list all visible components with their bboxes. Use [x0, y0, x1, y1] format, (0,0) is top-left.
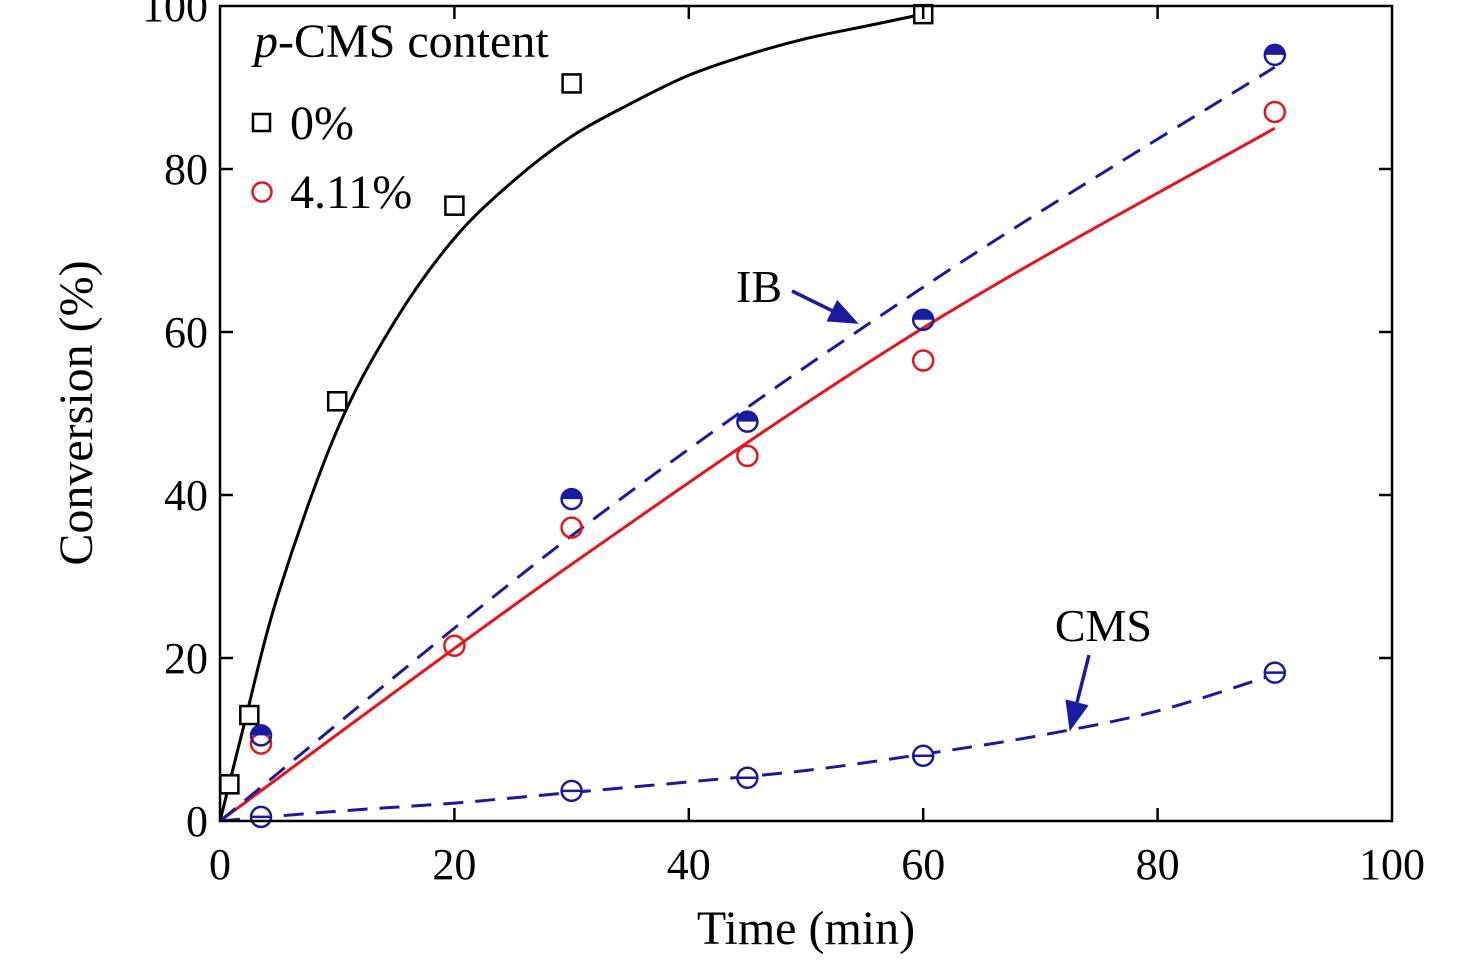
data-point-crossed-circle	[1263, 661, 1287, 684]
data-point-half-filled-circle	[911, 308, 935, 332]
x-tick-label: 40	[667, 840, 711, 889]
marker-outline	[560, 487, 583, 511]
x-tick-label: 0	[209, 840, 231, 889]
data-point-square	[219, 774, 240, 795]
y-tick-label: 0	[186, 797, 208, 846]
data-point-square	[444, 195, 465, 216]
annotation-arrow-shaft	[791, 289, 833, 313]
annotation-ib: IB	[736, 261, 782, 312]
y-tick-label: 100	[142, 0, 208, 31]
y-tick-label: 40	[164, 471, 208, 520]
data-point-circle	[1263, 100, 1287, 124]
annotation-cms: CMS	[1055, 600, 1152, 651]
annotation-arrow-head	[1065, 699, 1089, 732]
data-point-square	[561, 73, 582, 94]
x-tick-label: 20	[432, 840, 476, 889]
data-point-crossed-circle	[560, 779, 583, 803]
legend: p-CMS content 0% 4.11%	[251, 15, 549, 219]
data-point-circle	[911, 349, 935, 372]
data-point-square	[326, 391, 348, 412]
y-tick-label: 80	[164, 145, 208, 194]
legend-entry-0: 0%	[290, 97, 354, 150]
marker-outline	[736, 410, 759, 433]
marker-outline	[911, 308, 935, 332]
data-point-crossed-circle	[911, 744, 935, 768]
legend-title-italic: p	[251, 15, 278, 68]
data-point-half-filled-circle	[736, 410, 759, 433]
y-tick-label: 20	[164, 634, 208, 683]
data-point-circle	[443, 634, 466, 658]
data-point-half-filled-circle	[560, 487, 583, 511]
marker-outline	[1263, 43, 1287, 67]
marker-outline	[249, 724, 273, 747]
fit-curve-4-11-	[220, 126, 1276, 821]
legend-title: p-CMS content	[251, 15, 549, 68]
annotation-arrow-head	[826, 299, 859, 324]
fit-curve-cms	[220, 672, 1276, 821]
data-point-circle	[560, 516, 583, 539]
x-tick-label: 100	[1359, 840, 1425, 889]
axis-ticks: 0 20 40 60 80 100 0 20 40 60 80 100	[142, 0, 1425, 889]
legend-square-marker	[251, 112, 272, 133]
y-tick-label: 60	[164, 308, 208, 357]
fit-curve-0-	[220, 12, 924, 821]
data-point-square	[239, 704, 260, 726]
fit-curves	[220, 12, 1276, 821]
x-axis-label: Time (min)	[697, 902, 915, 955]
y-axis-label: Conversion (%)	[50, 260, 103, 565]
x-tick-label: 80	[1136, 840, 1180, 889]
data-point-half-filled-circle	[1263, 43, 1287, 67]
data-point-crossed-circle	[249, 805, 273, 829]
data-point-half-filled-circle	[249, 724, 273, 747]
legend-title-rest: -CMS content	[278, 15, 549, 68]
legend-entry-1: 4.11%	[290, 166, 412, 219]
data-point-circle	[736, 444, 759, 468]
annotations: IB CMS	[736, 261, 1152, 732]
legend-circle-marker	[251, 181, 273, 203]
x-tick-label: 60	[901, 840, 945, 889]
annotation-arrow-shaft	[1075, 654, 1091, 703]
data-point-crossed-circle	[736, 766, 759, 790]
plot-frame	[218, 4, 1394, 823]
